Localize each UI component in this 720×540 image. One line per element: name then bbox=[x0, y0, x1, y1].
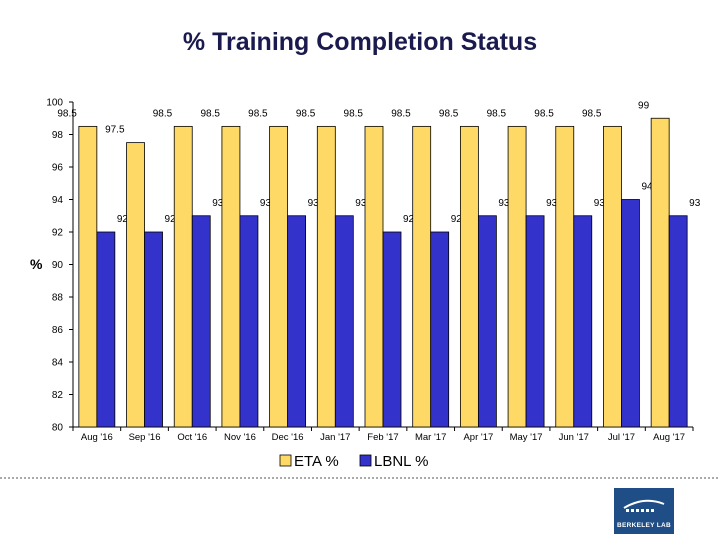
y-tick-label: 92 bbox=[52, 228, 64, 239]
y-tick-label: 90 bbox=[52, 260, 64, 271]
lbnl-bar bbox=[287, 215, 307, 428]
eta-bar bbox=[126, 142, 145, 428]
eta-data-label: 98.5 bbox=[200, 108, 220, 119]
lbnl-data-label: 92 bbox=[117, 214, 129, 225]
eta-bar bbox=[173, 125, 193, 428]
lbnl-bar bbox=[573, 215, 593, 428]
legend-label-eta: ETA % bbox=[294, 453, 339, 470]
x-tick-label: Oct '16 bbox=[177, 432, 207, 443]
lbnl-bar bbox=[621, 199, 640, 428]
y-tick-label: 82 bbox=[52, 390, 64, 401]
eta-data-label: 98.5 bbox=[391, 108, 411, 119]
eta-data-label: 98.5 bbox=[248, 108, 268, 119]
x-tick-label: Feb '17 bbox=[367, 432, 398, 443]
y-tick-label: 84 bbox=[52, 358, 64, 369]
legend-swatch-lbnl bbox=[359, 454, 372, 467]
eta-bar bbox=[269, 125, 289, 428]
y-tick-label: 94 bbox=[52, 195, 64, 206]
lbnl-data-label: 92 bbox=[451, 214, 463, 225]
lbnl-data-label: 93 bbox=[546, 198, 558, 209]
eta-bar bbox=[412, 125, 432, 428]
lbnl-data-label: 93 bbox=[260, 198, 272, 209]
eta-bar bbox=[221, 125, 241, 428]
legend: ETA % LBNL % bbox=[279, 453, 428, 470]
lbnl-data-label: 93 bbox=[308, 198, 320, 209]
lbnl-bar bbox=[525, 215, 545, 428]
eta-bar bbox=[364, 125, 384, 428]
x-tick-label: Apr '17 bbox=[463, 432, 493, 443]
lbnl-data-label: 93 bbox=[594, 198, 606, 209]
eta-data-label: 98.5 bbox=[487, 108, 507, 119]
x-tick-label: Dec '16 bbox=[272, 432, 304, 443]
eta-bar bbox=[316, 125, 336, 428]
y-tick-label: 86 bbox=[52, 325, 64, 336]
lbnl-data-label: 93 bbox=[212, 198, 224, 209]
lab-building-icon bbox=[623, 499, 665, 512]
eta-bar bbox=[78, 125, 98, 428]
eta-bar bbox=[555, 125, 575, 428]
x-tick-label: Jun '17 bbox=[559, 432, 589, 443]
eta-data-label: 98.5 bbox=[344, 108, 364, 119]
y-tick-label: 96 bbox=[52, 163, 64, 174]
y-tick-label: 80 bbox=[52, 423, 64, 434]
eta-data-label: 98.5 bbox=[582, 108, 602, 119]
y-axis-label: % bbox=[30, 256, 43, 272]
x-tick-label: Mar '17 bbox=[415, 432, 446, 443]
eta-bar bbox=[507, 125, 527, 428]
berkeley-lab-logo: BERKELEY LAB bbox=[614, 488, 674, 534]
x-tick-label: May '17 bbox=[510, 432, 543, 443]
lbnl-data-label: 94 bbox=[641, 182, 653, 193]
x-tick-label: Aug '17 bbox=[653, 432, 685, 443]
x-tick-label: Sep '16 bbox=[129, 432, 161, 443]
eta-data-label: 98.5 bbox=[439, 108, 459, 119]
lbnl-data-label: 92 bbox=[403, 214, 415, 225]
lbnl-bar bbox=[668, 215, 688, 428]
x-tick-label: Jul '17 bbox=[608, 432, 635, 443]
legend-label-lbnl: LBNL % bbox=[374, 453, 428, 470]
lbnl-bar bbox=[144, 231, 163, 428]
lbnl-data-label: 93 bbox=[498, 198, 510, 209]
lbnl-data-label: 93 bbox=[689, 198, 701, 209]
x-tick-label: Jan '17 bbox=[320, 432, 350, 443]
lbnl-bar bbox=[239, 215, 259, 428]
x-tick-label: Aug '16 bbox=[81, 432, 113, 443]
lbnl-bar bbox=[477, 215, 497, 428]
eta-bar bbox=[459, 125, 479, 428]
eta-data-label: 98.5 bbox=[153, 108, 173, 119]
lbnl-bar bbox=[96, 231, 116, 428]
lbnl-bar bbox=[191, 215, 211, 428]
legend-swatch-eta bbox=[279, 454, 292, 467]
y-tick-label: 98 bbox=[52, 130, 64, 141]
lbnl-data-label: 92 bbox=[165, 214, 177, 225]
eta-bar bbox=[650, 117, 670, 428]
eta-data-label: 97.5 bbox=[105, 125, 125, 136]
lbnl-bar bbox=[382, 231, 402, 428]
eta-data-label: 99 bbox=[638, 100, 650, 111]
lbnl-data-label: 93 bbox=[355, 198, 367, 209]
eta-data-label: 98.5 bbox=[57, 108, 77, 119]
y-tick-label: 100 bbox=[46, 98, 63, 109]
eta-data-label: 98.5 bbox=[534, 108, 554, 119]
x-tick-label: Nov '16 bbox=[224, 432, 256, 443]
chart-title: % Training Completion Status bbox=[183, 28, 537, 56]
eta-bar bbox=[603, 125, 622, 428]
y-tick-label: 88 bbox=[52, 293, 64, 304]
lbnl-bar bbox=[334, 215, 354, 428]
eta-data-label: 98.5 bbox=[296, 108, 316, 119]
logo-text: BERKELEY LAB bbox=[616, 522, 672, 529]
lbnl-bar bbox=[430, 231, 450, 428]
